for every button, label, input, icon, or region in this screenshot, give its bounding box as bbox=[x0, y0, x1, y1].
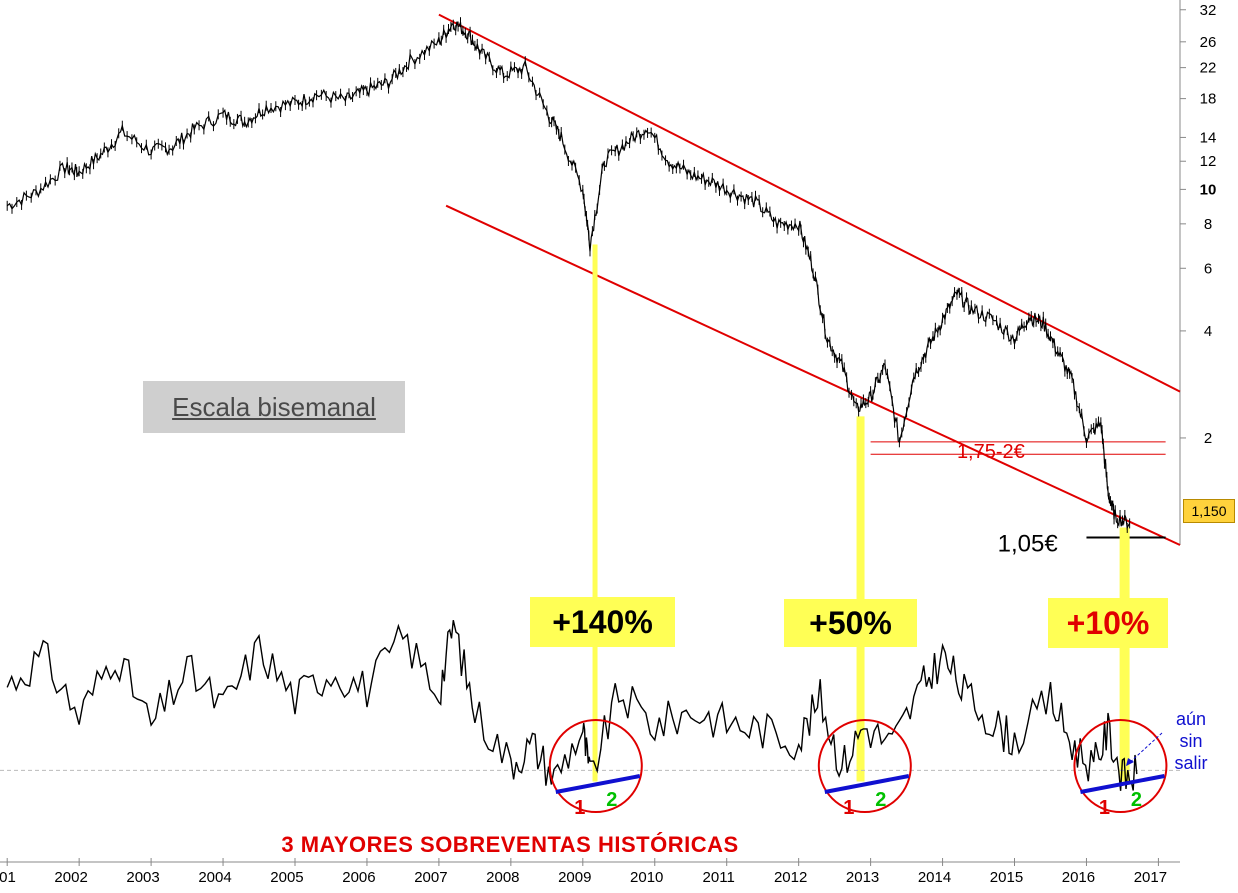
price-tick-label: 6 bbox=[1204, 260, 1212, 277]
gain-label-2009: +140% bbox=[530, 597, 675, 647]
highlight-bar bbox=[592, 244, 598, 782]
time-tick-label: 2014 bbox=[918, 869, 951, 886]
time-tick-label: 2001 bbox=[0, 869, 16, 886]
note-arrow-head bbox=[1126, 758, 1134, 766]
price-tick-label: 8 bbox=[1204, 216, 1212, 233]
time-tick-label: 2007 bbox=[414, 869, 447, 886]
note-text: sin bbox=[1179, 731, 1202, 751]
highlight-bar bbox=[1119, 527, 1130, 782]
bottom-title: 3 MAYORES SOBREVENTAS HISTÓRICAS bbox=[281, 832, 739, 857]
oversold-circle bbox=[817, 719, 912, 813]
channel-lower-line bbox=[445, 204, 1181, 546]
time-tick-label: 2004 bbox=[198, 869, 231, 886]
trough-label-1: 1 bbox=[1099, 797, 1110, 819]
time-tick-label: 2013 bbox=[846, 869, 879, 886]
note-arrow bbox=[1125, 732, 1163, 767]
time-tick-label: 2003 bbox=[126, 869, 159, 886]
time-tick-label: 2002 bbox=[54, 869, 87, 886]
time-tick-label: 2005 bbox=[270, 869, 303, 886]
time-axis: 2001 2002 2003 2004 2005 2006 2007 2008 2009 2010… bbox=[0, 858, 1180, 886]
oversold-circle bbox=[548, 719, 643, 813]
trough-label-1: 1 bbox=[574, 797, 585, 819]
note-text: salir bbox=[1174, 753, 1207, 773]
price-axis: 32 26 22 18 14 12 10 8 6 4 2 bbox=[1179, 0, 1217, 545]
time-tick-label: 2012 bbox=[774, 869, 807, 886]
price-tick-label: 12 bbox=[1200, 153, 1217, 170]
trend-line bbox=[1080, 774, 1165, 794]
gain-label-2012: +50% bbox=[784, 599, 917, 647]
trough-label-2: 2 bbox=[606, 789, 617, 811]
channel-upper-line bbox=[438, 13, 1181, 393]
last-price-tag: 1,150 bbox=[1183, 499, 1235, 523]
gain-label-2016: +10% bbox=[1048, 598, 1168, 648]
time-tick-label: 2008 bbox=[486, 869, 519, 886]
time-tick-label: 2017 bbox=[1134, 869, 1167, 886]
price-tick-label: 26 bbox=[1200, 34, 1217, 51]
time-tick-label: 2006 bbox=[342, 869, 375, 886]
time-tick-label: 2009 bbox=[558, 869, 591, 886]
scale-label: Escala bisemanal bbox=[143, 381, 405, 433]
time-tick-label: 2010 bbox=[630, 869, 663, 886]
price-tick-label: 2 bbox=[1204, 430, 1212, 447]
support-label: 1,05€ bbox=[998, 530, 1059, 557]
price-tick-label: 10 bbox=[1200, 181, 1217, 198]
trough-label-1: 1 bbox=[843, 797, 854, 819]
price-tick-label: 14 bbox=[1200, 129, 1217, 146]
price-tick-label: 4 bbox=[1204, 323, 1212, 340]
price-tick-label: 22 bbox=[1200, 60, 1217, 77]
trend-line bbox=[824, 774, 910, 794]
oscillator-series-line bbox=[6, 620, 1138, 791]
trough-label-2: 2 bbox=[875, 789, 886, 811]
resistance-label: 1,75-2€ bbox=[957, 441, 1025, 463]
trough-label-2: 2 bbox=[1131, 789, 1142, 811]
time-tick-label: 2011 bbox=[703, 869, 735, 886]
trend-line bbox=[555, 774, 641, 794]
price-tick-label: 32 bbox=[1200, 2, 1217, 19]
price-panel: 1,75-2€ 1,05€ bbox=[6, 13, 1181, 782]
highlight-bar bbox=[856, 416, 865, 782]
note-text: aún bbox=[1176, 709, 1206, 729]
time-tick-label: 2016 bbox=[1062, 869, 1095, 886]
price-tick-label: 18 bbox=[1200, 91, 1217, 108]
time-tick-label: 2015 bbox=[990, 869, 1023, 886]
oversold-circle bbox=[1073, 719, 1168, 813]
